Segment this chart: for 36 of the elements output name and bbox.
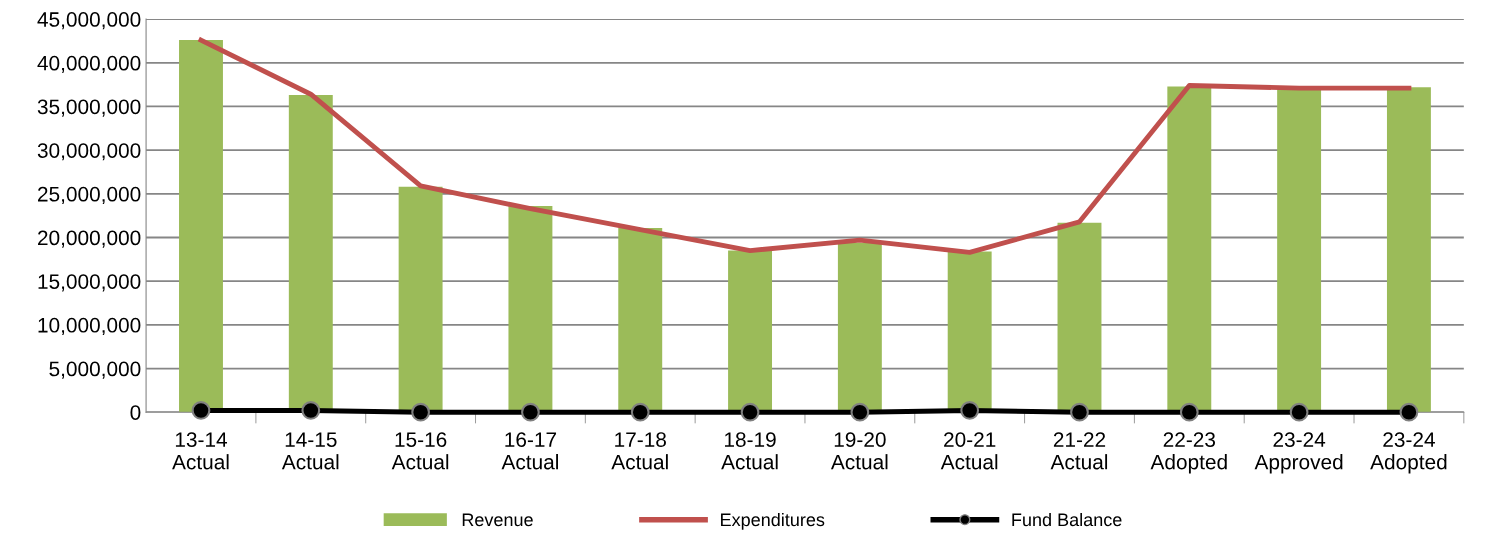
y-tick-label: 30,000,000: [37, 143, 141, 161]
x-tick-label: 22-23 Adopted: [1150, 432, 1227, 474]
x-tick-label: 20-21 Actual: [940, 432, 998, 470]
bar: [1057, 222, 1102, 413]
y-tick-label: 5,000,000: [49, 361, 141, 379]
y-tick-label: 35,000,000: [37, 99, 141, 117]
legend-label: Expenditures: [721, 512, 825, 530]
legend-label: Fund Balance: [1012, 512, 1122, 527]
x-tick-label: 23-24 Approved: [1254, 432, 1343, 474]
x-tick-label: 16-17 Actual: [501, 432, 558, 470]
y-tick-label: 20,000,000: [38, 230, 141, 248]
bar: [618, 227, 663, 413]
bar: [728, 250, 773, 413]
y-tick-label: 10,000,000: [38, 317, 141, 336]
y-tick-label: 25,000,000: [38, 186, 141, 205]
x-tick-label: 15-16 Actual: [391, 432, 449, 470]
bar: [1167, 86, 1212, 413]
x-tick-label: 18-19 Actual: [721, 432, 778, 470]
bar: [1386, 87, 1431, 413]
x-tick-label: 23-24 Adopted: [1370, 432, 1447, 474]
x-tick-label: 21-22 Actual: [1050, 432, 1108, 470]
y-tick-label: 15,000,000: [38, 274, 141, 292]
bar: [1277, 89, 1322, 413]
x-tick-label: 13-14 Actual: [172, 432, 229, 470]
bar: [398, 186, 443, 413]
line-series: [198, 37, 1412, 255]
x-tick-label: 19-20 Actual: [830, 432, 888, 470]
y-tick-label: 45,000,000: [37, 12, 141, 30]
y-tick-label: 0: [130, 405, 141, 420]
x-tick-label: 14-15 Actual: [281, 432, 339, 470]
y-tick-label: 40,000,000: [37, 55, 141, 73]
bar: [508, 206, 553, 413]
bar: [179, 40, 223, 413]
bar: [837, 242, 882, 413]
x-tick-label: 17-18 Actual: [611, 432, 668, 470]
legend-label: Revenue: [462, 513, 533, 527]
